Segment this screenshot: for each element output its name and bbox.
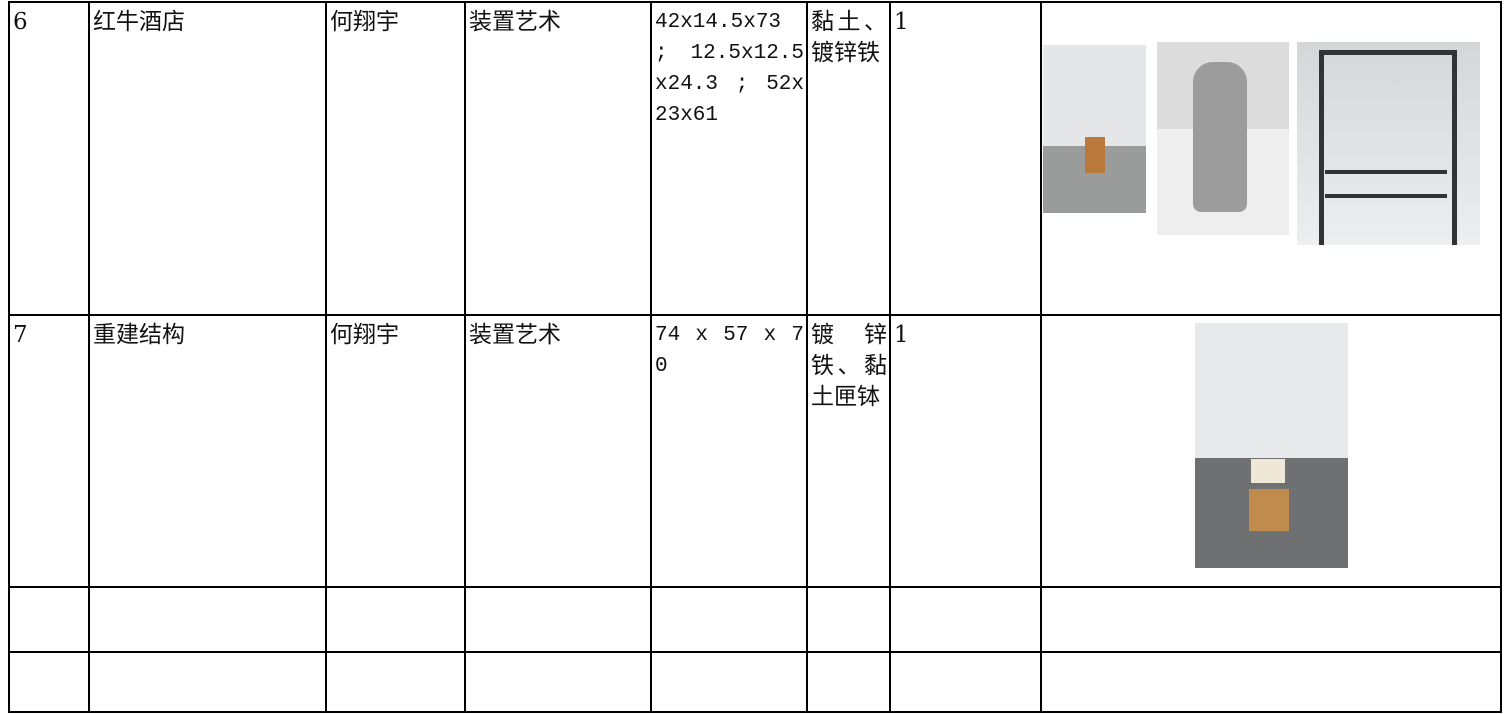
cell-empty (8, 651, 90, 713)
cell-dimensions: 42x14.5x73 ; 12.5x12.5x24.3 ; 52x23x61 (650, 1, 808, 316)
cell-index: 6 (8, 1, 90, 316)
cell-empty (650, 586, 808, 653)
cell-category: 装置艺术 (464, 1, 652, 316)
cell-images (1040, 314, 1502, 588)
table-row: 7 重建结构 何翔宇 装置艺术 74 x 57 x 70 镀锌铁、黏土匣钵 1 (8, 314, 1502, 588)
cell-dimensions: 74 x 57 x 70 (650, 314, 808, 588)
table-row (8, 651, 1502, 713)
cell-material: 镀锌铁、黏土匣钵 (806, 314, 891, 588)
cell-empty (88, 586, 327, 653)
table-row: 6 红牛酒店 何翔宇 装置艺术 42x14.5x73 ; 12.5x12.5x2… (8, 1, 1502, 316)
cell-quantity: 1 (889, 1, 1042, 316)
cell-material: 黏土、镀锌铁 (806, 1, 891, 316)
artwork-photo (1157, 42, 1289, 235)
cell-empty (889, 586, 1042, 653)
cell-empty (325, 651, 466, 713)
cell-empty (806, 586, 891, 653)
cell-empty (1040, 651, 1502, 713)
artwork-photo (1195, 323, 1348, 568)
cell-empty (464, 651, 652, 713)
cell-index: 7 (8, 314, 90, 588)
artwork-table: 6 红牛酒店 何翔宇 装置艺术 42x14.5x73 ; 12.5x12.5x2… (8, 1, 1502, 713)
cell-empty (1040, 586, 1502, 653)
cell-quantity: 1 (889, 314, 1042, 588)
artwork-photo (1043, 45, 1146, 213)
cell-empty (889, 651, 1042, 713)
cell-artist: 何翔宇 (325, 1, 466, 316)
table-row (8, 586, 1502, 653)
cell-empty (650, 651, 808, 713)
cell-empty (464, 586, 652, 653)
cell-images (1040, 1, 1502, 316)
cell-category: 装置艺术 (464, 314, 652, 588)
cell-empty (325, 586, 466, 653)
cell-empty (806, 651, 891, 713)
artwork-photo (1297, 42, 1480, 245)
cell-artist: 何翔宇 (325, 314, 466, 588)
cell-title: 重建结构 (88, 314, 327, 588)
cell-empty (88, 651, 327, 713)
cell-title: 红牛酒店 (88, 1, 327, 316)
cell-empty (8, 586, 90, 653)
